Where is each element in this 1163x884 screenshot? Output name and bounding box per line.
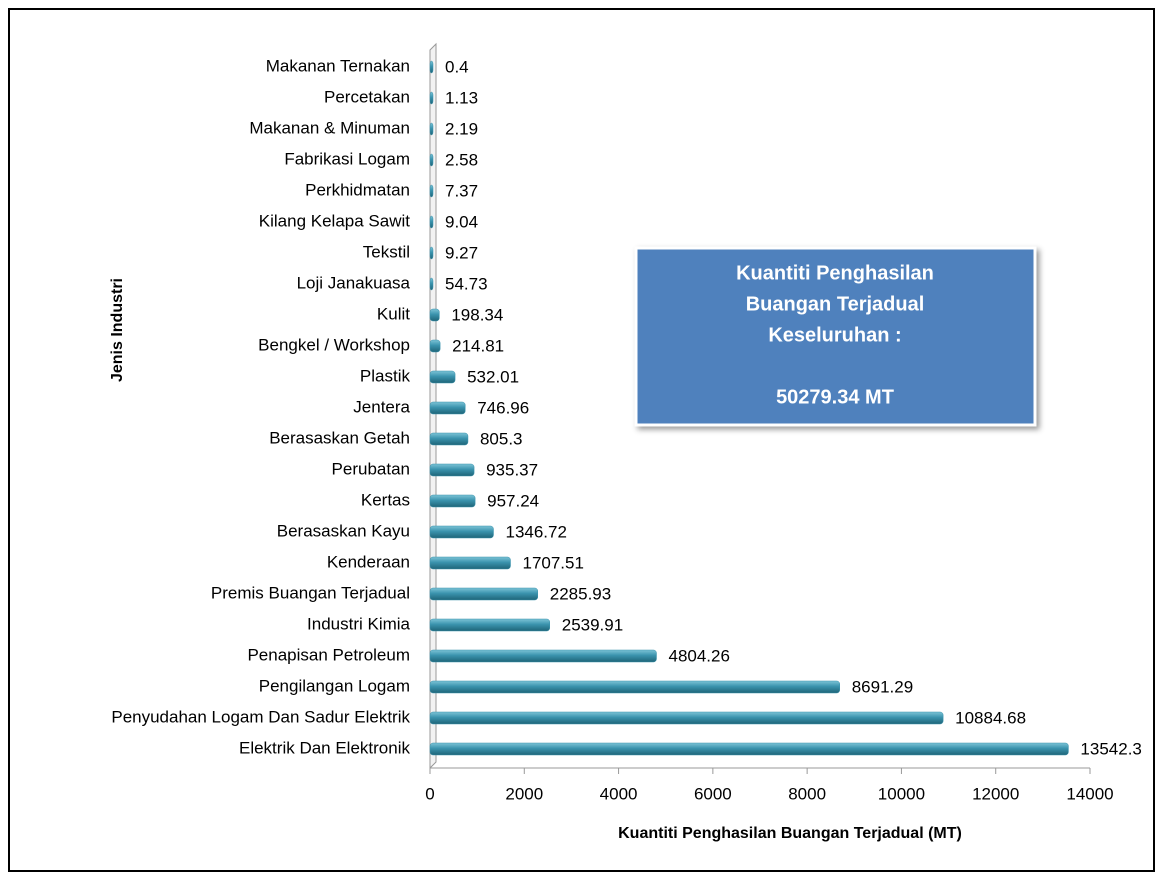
data-label: 0.4	[445, 57, 469, 76]
x-tick-label: 6000	[694, 784, 732, 803]
annotation-value: 50279.34 MT	[776, 386, 894, 408]
y-tick-label: Perkhidmatan	[305, 180, 410, 199]
x-tick-label: 4000	[600, 784, 638, 803]
y-tick-label: Makanan Ternakan	[266, 56, 410, 75]
data-label: 7.37	[445, 181, 478, 200]
bar	[429, 246, 434, 260]
y-tick-label: Jentera	[353, 397, 410, 416]
bar	[429, 618, 550, 632]
data-label: 935.37	[486, 460, 538, 479]
bar	[429, 122, 434, 136]
bar	[429, 463, 475, 477]
data-label: 9.27	[445, 243, 478, 262]
y-axis-label: Jenis Industri	[109, 278, 126, 382]
bar	[429, 308, 440, 322]
chart-border	[8, 8, 1155, 872]
data-label: 214.81	[452, 336, 504, 355]
data-label: 746.96	[477, 398, 529, 417]
data-label: 1707.51	[522, 553, 583, 572]
annotation-text: Buangan Terjadual	[746, 293, 925, 315]
data-label: 9.04	[445, 212, 478, 231]
data-label: 1.13	[445, 88, 478, 107]
y-tick-label: Penapisan Petroleum	[247, 645, 410, 664]
y-tick-label: Makanan & Minuman	[249, 118, 410, 137]
y-tick-label: Kulit	[377, 304, 410, 323]
data-label: 805.3	[480, 429, 523, 448]
y-tick-label: Pengilangan Logam	[259, 676, 410, 695]
bar	[429, 432, 469, 446]
data-label: 1346.72	[505, 522, 566, 541]
data-label: 957.24	[487, 491, 539, 510]
data-label: 2.58	[445, 150, 478, 169]
y-tick-label: Perubatan	[332, 459, 410, 478]
x-tick-label: 8000	[788, 784, 826, 803]
bar	[429, 153, 434, 167]
y-tick-label: Berasaskan Kayu	[277, 521, 410, 540]
bar	[429, 742, 1069, 756]
data-label: 8691.29	[852, 677, 913, 696]
x-tick-label: 2000	[505, 784, 543, 803]
x-tick-label: 12000	[972, 784, 1019, 803]
y-tick-label: Percetakan	[324, 87, 410, 106]
x-tick-label: 10000	[878, 784, 925, 803]
data-label: 2285.93	[550, 584, 611, 603]
annotation-text: Kuantiti Penghasilan	[736, 262, 934, 284]
y-tick-label: Fabrikasi Logam	[284, 149, 410, 168]
x-axis-label: Kuantiti Penghasilan Buangan Terjadual (…	[618, 825, 962, 842]
bar	[429, 91, 434, 105]
bar	[429, 60, 434, 74]
bar	[429, 587, 539, 601]
y-tick-label: Elektrik Dan Elektronik	[239, 738, 411, 757]
data-label: 2.19	[445, 119, 478, 138]
y-tick-label: Kenderaan	[327, 552, 410, 571]
bar	[429, 556, 511, 570]
y-tick-label: Penyudahan Logam Dan Sadur Elektrik	[111, 707, 410, 726]
data-label: 10884.68	[955, 708, 1026, 727]
y-tick-label: Tekstil	[363, 242, 410, 261]
data-label: 532.01	[467, 367, 519, 386]
y-tick-label: Kertas	[361, 490, 410, 509]
annotation-text: Keseluruhan :	[768, 324, 901, 346]
bar	[429, 339, 441, 353]
bar	[429, 711, 944, 725]
y-tick-label: Berasaskan Getah	[269, 428, 410, 447]
bar	[429, 525, 494, 539]
y-tick-label: Kilang Kelapa Sawit	[259, 211, 410, 230]
x-tick-label: 14000	[1066, 784, 1113, 803]
data-label: 54.73	[445, 274, 488, 293]
bar	[429, 215, 434, 229]
annotation-box	[634, 246, 1037, 427]
y-tick-label: Premis Buangan Terjadual	[211, 583, 410, 602]
bar	[429, 401, 466, 415]
bar	[429, 680, 840, 694]
data-label: 4804.26	[668, 646, 729, 665]
data-label: 2539.91	[562, 615, 623, 634]
bar	[429, 370, 456, 384]
y-tick-label: Plastik	[360, 366, 411, 385]
bar	[429, 649, 657, 663]
bar	[429, 277, 434, 291]
y-tick-label: Bengkel / Workshop	[258, 335, 410, 354]
x-tick-label: 0	[425, 784, 434, 803]
bar	[429, 184, 434, 198]
y-tick-label: Loji Janakuasa	[297, 273, 411, 292]
data-label: 13542.3	[1080, 739, 1141, 758]
bar	[429, 494, 476, 508]
data-label: 198.34	[451, 305, 503, 324]
y-tick-label: Industri Kimia	[307, 614, 411, 633]
